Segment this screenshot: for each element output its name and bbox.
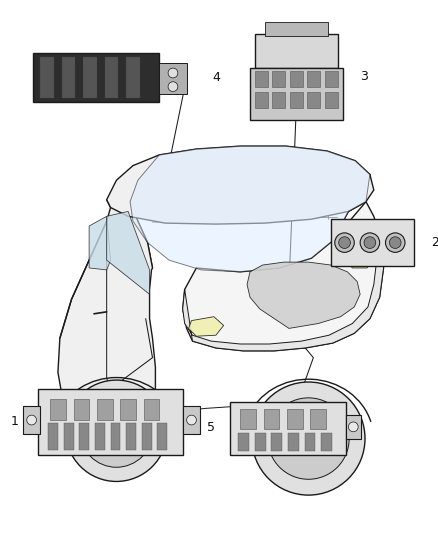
Polygon shape — [345, 248, 374, 268]
Polygon shape — [50, 399, 66, 420]
Text: 2: 2 — [431, 236, 438, 249]
Polygon shape — [250, 68, 343, 120]
Circle shape — [27, 415, 36, 425]
Polygon shape — [325, 71, 338, 87]
Polygon shape — [265, 22, 328, 36]
Circle shape — [168, 68, 178, 78]
Polygon shape — [287, 409, 303, 429]
Polygon shape — [107, 146, 374, 224]
Circle shape — [385, 233, 405, 252]
Polygon shape — [58, 200, 155, 411]
Circle shape — [66, 380, 167, 481]
Polygon shape — [89, 216, 110, 270]
Polygon shape — [238, 433, 249, 451]
Polygon shape — [264, 409, 279, 429]
Circle shape — [335, 233, 354, 252]
Circle shape — [293, 423, 324, 455]
Polygon shape — [32, 53, 159, 102]
Circle shape — [80, 394, 153, 467]
Polygon shape — [247, 262, 360, 328]
Polygon shape — [255, 34, 338, 68]
Circle shape — [364, 237, 376, 248]
Polygon shape — [304, 433, 315, 451]
Text: 4: 4 — [212, 71, 220, 84]
Polygon shape — [240, 409, 256, 429]
Polygon shape — [39, 389, 183, 455]
Polygon shape — [325, 93, 338, 108]
Polygon shape — [105, 58, 118, 98]
Circle shape — [102, 417, 131, 445]
Polygon shape — [110, 423, 120, 450]
Polygon shape — [130, 146, 370, 272]
Polygon shape — [120, 399, 136, 420]
Text: 3: 3 — [360, 70, 368, 83]
Polygon shape — [230, 401, 346, 455]
Polygon shape — [157, 423, 167, 450]
Polygon shape — [288, 433, 299, 451]
Circle shape — [168, 82, 178, 92]
Text: 5: 5 — [207, 422, 215, 434]
Polygon shape — [290, 93, 303, 108]
Polygon shape — [272, 433, 282, 451]
Text: 1: 1 — [11, 416, 19, 429]
Polygon shape — [64, 423, 74, 450]
Polygon shape — [126, 423, 136, 450]
Circle shape — [252, 382, 365, 495]
Polygon shape — [307, 93, 320, 108]
Polygon shape — [62, 58, 75, 98]
Polygon shape — [321, 433, 332, 451]
Polygon shape — [272, 71, 285, 87]
Polygon shape — [144, 399, 159, 420]
Polygon shape — [83, 58, 97, 98]
Polygon shape — [183, 201, 384, 351]
Polygon shape — [272, 93, 285, 108]
Polygon shape — [79, 423, 89, 450]
Polygon shape — [255, 71, 268, 87]
Polygon shape — [183, 406, 200, 434]
Polygon shape — [97, 399, 113, 420]
Polygon shape — [159, 63, 187, 94]
Polygon shape — [189, 317, 224, 336]
Polygon shape — [255, 93, 268, 108]
Circle shape — [339, 237, 350, 248]
Polygon shape — [107, 212, 149, 294]
Polygon shape — [290, 71, 303, 87]
Circle shape — [349, 422, 358, 432]
Polygon shape — [255, 433, 265, 451]
Polygon shape — [346, 415, 361, 439]
Polygon shape — [40, 58, 54, 98]
Circle shape — [187, 415, 196, 425]
Circle shape — [360, 233, 380, 252]
Polygon shape — [183, 241, 384, 351]
Polygon shape — [307, 71, 320, 87]
Circle shape — [268, 398, 349, 479]
Polygon shape — [126, 58, 140, 98]
Polygon shape — [331, 219, 414, 266]
Polygon shape — [95, 423, 105, 450]
Polygon shape — [311, 409, 326, 429]
Polygon shape — [48, 423, 58, 450]
Polygon shape — [142, 423, 152, 450]
Polygon shape — [23, 406, 40, 434]
Polygon shape — [74, 399, 89, 420]
Circle shape — [389, 237, 401, 248]
